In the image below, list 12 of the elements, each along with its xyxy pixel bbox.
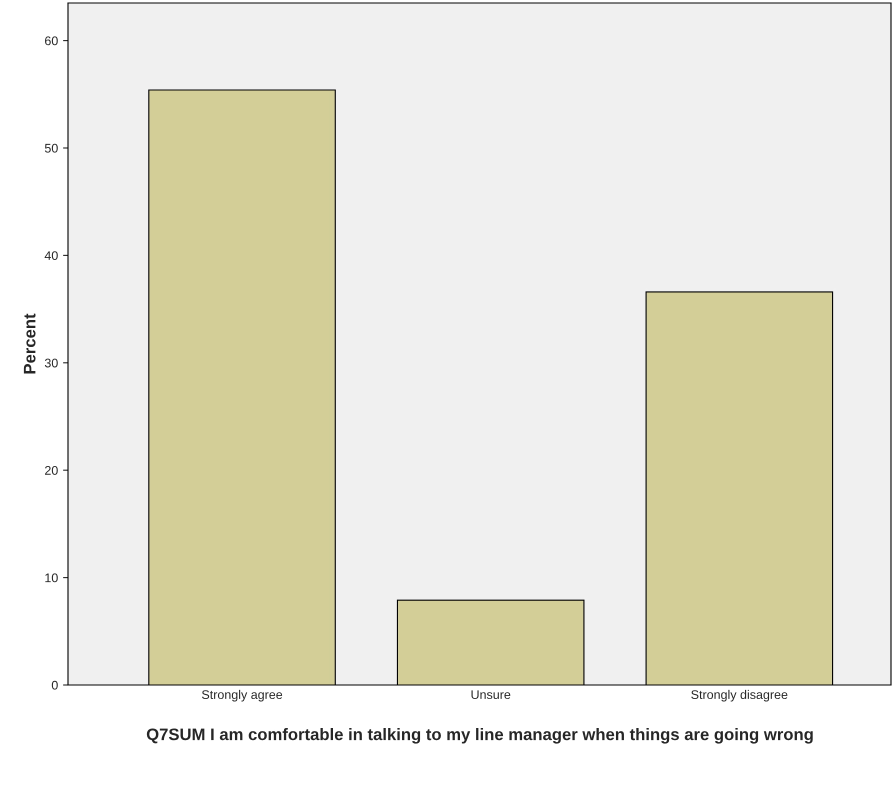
y-tick-label: 0	[52, 680, 58, 690]
x-tick-label: Strongly agree	[202, 690, 282, 702]
y-tick-label: 50	[44, 144, 58, 153]
y-tick-label: 20	[45, 466, 58, 475]
x-axis-title: Q7SUM I am comfortable in talking to my line manager when things are going wrong	[146, 728, 813, 744]
y-tick-label: 40	[44, 251, 58, 260]
x-tick-label: Strongly disagree	[691, 690, 788, 702]
x-tick-label: Unsure	[472, 690, 510, 700]
y-axis-title: Percent	[24, 314, 36, 374]
y-tick-label: 60	[45, 36, 58, 46]
y-tick-label: 30	[44, 358, 58, 368]
y-tick-label: 10	[45, 573, 58, 582]
